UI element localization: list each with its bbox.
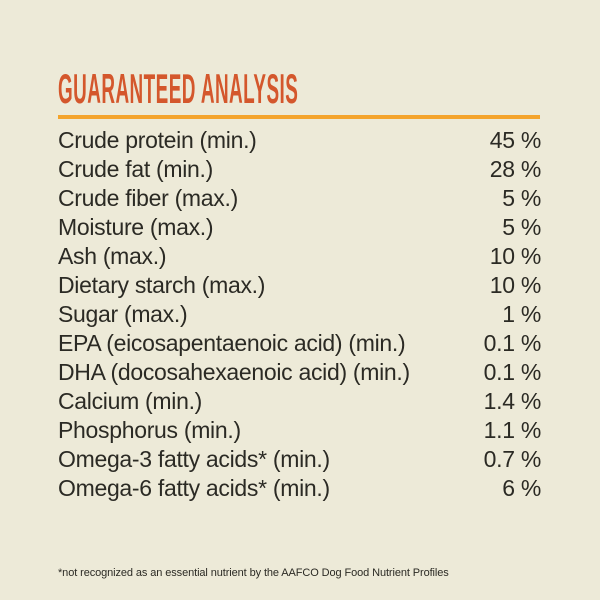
page-title: GUARANTEED ANALYSIS <box>58 65 592 112</box>
nutrient-label: Omega-6 fatty acids* (min.) <box>58 475 330 501</box>
table-row: EPA (eicosapentaenoic acid) (min.) 0.1 % <box>58 329 541 358</box>
nutrient-label: DHA (docosahexaenoic acid) (min.) <box>58 359 410 385</box>
title-underline-rule <box>58 115 540 119</box>
nutrient-label: Moisture (max.) <box>58 214 214 240</box>
nutrient-label: Crude fiber (max.) <box>58 185 238 211</box>
table-row: Ash (max.) 10 % <box>58 242 541 271</box>
table-row: Phosphorus (min.) 1.1 % <box>58 416 541 445</box>
nutrient-value: 1 % <box>502 301 541 327</box>
table-row: Moisture (max.) 5 % <box>58 213 541 242</box>
analysis-table: Crude protein (min.) 45 % Crude fat (min.)… <box>58 126 541 503</box>
nutrient-value: 5 % <box>502 214 541 240</box>
nutrient-value: 0.1 % <box>483 330 542 356</box>
nutrient-label: Crude protein (min.) <box>58 127 257 153</box>
nutrient-label: EPA (eicosapentaenoic acid) (min.) <box>58 330 406 356</box>
table-row: Sugar (max.) 1 % <box>58 300 541 329</box>
table-row: Crude fiber (max.) 5 % <box>58 184 541 213</box>
nutrient-label: Ash (max.) <box>58 243 167 269</box>
nutrient-value: 6 % <box>502 475 541 501</box>
nutrient-label: Dietary starch (max.) <box>58 272 266 298</box>
nutrient-label: Omega-3 fatty acids* (min.) <box>58 446 330 472</box>
table-row: Calcium (min.) 1.4 % <box>58 387 541 416</box>
nutrient-label: Sugar (max.) <box>58 301 188 327</box>
nutrient-value: 28 % <box>489 156 542 182</box>
nutrient-label: Phosphorus (min.) <box>58 417 241 443</box>
table-row: Crude fat (min.) 28 % <box>58 155 541 184</box>
nutrient-value: 5 % <box>502 185 541 211</box>
nutrient-label: Calcium (min.) <box>58 388 203 414</box>
table-row: Omega-3 fatty acids* (min.) 0.7 % <box>58 445 541 474</box>
nutrient-value: 0.1 % <box>483 359 542 385</box>
table-row: DHA (docosahexaenoic acid) (min.) 0.1 % <box>58 358 541 387</box>
nutrient-value: 10 % <box>489 272 542 298</box>
nutrient-value: 1.4 % <box>483 388 542 414</box>
nutrient-value: 45 % <box>489 127 542 153</box>
nutrient-value: 1.1 % <box>483 417 542 443</box>
nutrient-label: Crude fat (min.) <box>58 156 213 182</box>
table-row: Crude protein (min.) 45 % <box>58 126 541 155</box>
page-title-text: GUARANTEED ANALYSIS <box>58 65 299 112</box>
table-row: Dietary starch (max.) 10 % <box>58 271 541 300</box>
table-row: Omega-6 fatty acids* (min.) 6 % <box>58 474 541 503</box>
nutrient-value: 10 % <box>489 243 542 269</box>
aafco-footnote: *not recognized as an essential nutrient… <box>58 567 449 579</box>
nutrient-value: 0.7 % <box>483 446 542 472</box>
